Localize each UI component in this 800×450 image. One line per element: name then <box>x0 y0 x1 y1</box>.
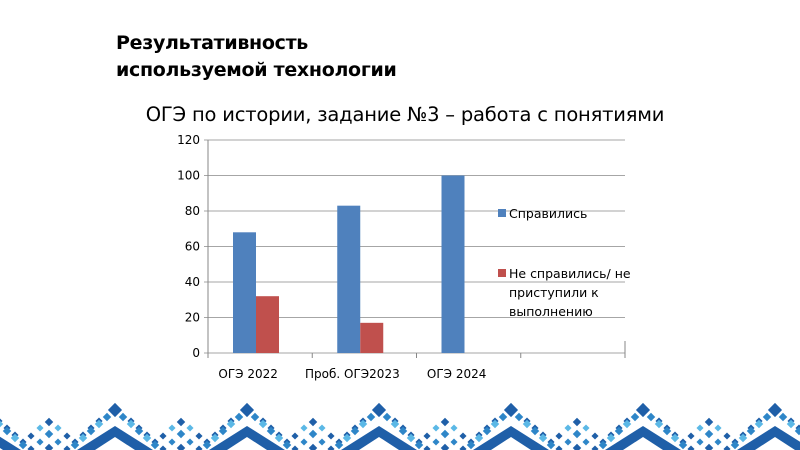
legend-label-cont: выполнению <box>509 304 593 319</box>
y-tick-label: 80 <box>185 204 200 218</box>
heading-line-2: используемой технологии <box>116 59 397 81</box>
bar-succeeded <box>337 205 361 353</box>
y-tick-label: 0 <box>192 346 200 360</box>
legend-label: Не справились/ не <box>509 266 631 281</box>
legend-label: Справились <box>509 206 588 221</box>
x-tick-label: ОГЭ 2022 <box>218 367 278 381</box>
legend-item-succeeded: Справились <box>498 204 587 223</box>
x-tick-label: Проб. ОГЭ2023 <box>305 367 400 381</box>
y-tick-label: 100 <box>177 169 200 183</box>
heading-line-1: Результативность <box>116 32 309 54</box>
decorative-ornament-border <box>0 402 800 450</box>
bar-succeeded <box>441 175 465 353</box>
slide-heading: Результативность используемой технологии <box>116 30 397 84</box>
x-tick-label: ОГЭ 2024 <box>427 367 487 381</box>
bar-succeeded <box>233 232 256 353</box>
legend-swatch-blue <box>498 209 506 217</box>
y-tick-label: 60 <box>185 240 200 254</box>
y-tick-label: 40 <box>185 275 200 289</box>
legend-item-failed: Не справились/ не приступили к выполнени… <box>498 264 631 321</box>
legend-swatch-red <box>498 269 506 277</box>
y-tick-label: 20 <box>185 311 200 325</box>
legend-label-cont: приступили к <box>509 285 599 300</box>
chart-title: ОГЭ по истории, задание №3 – работа с по… <box>145 103 665 126</box>
bar-failed <box>360 322 384 353</box>
bar-failed <box>256 296 279 353</box>
y-tick-label: 120 <box>177 133 200 147</box>
